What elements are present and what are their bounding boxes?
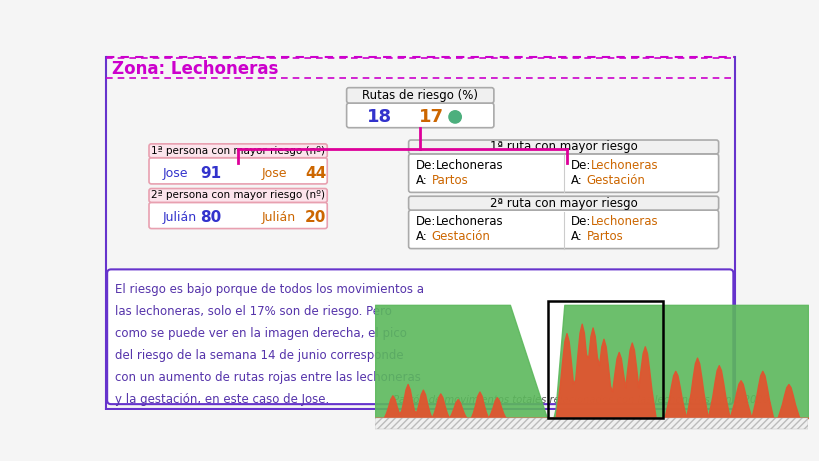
Text: Partos: Partos	[586, 230, 623, 243]
Text: Gestación: Gestación	[586, 173, 645, 187]
Circle shape	[448, 111, 461, 123]
FancyBboxPatch shape	[149, 158, 327, 184]
Text: A:: A:	[571, 173, 582, 187]
Text: Partos: Partos	[432, 173, 468, 187]
FancyBboxPatch shape	[408, 210, 717, 248]
Text: 20: 20	[305, 210, 326, 225]
FancyBboxPatch shape	[149, 144, 327, 158]
FancyBboxPatch shape	[107, 269, 732, 404]
Text: Lechoneras: Lechoneras	[590, 215, 658, 228]
Bar	[548, 301, 662, 418]
Text: Julián: Julián	[163, 211, 197, 225]
Text: Patrón de movimientos totales relacionados con las lechoneras. Junio 2020.: Patrón de movimientos totales relacionad…	[392, 394, 771, 405]
Text: El riesgo es bajo porque de todos los movimientos a
las lechoneras, solo el 17% : El riesgo es bajo porque de todos los mo…	[115, 283, 423, 406]
Text: A:: A:	[416, 173, 428, 187]
Text: Lechoneras: Lechoneras	[435, 215, 503, 228]
Text: 2ª ruta con mayor riesgo: 2ª ruta con mayor riesgo	[489, 197, 636, 210]
FancyBboxPatch shape	[346, 88, 493, 103]
Text: Rutas de riesgo (%): Rutas de riesgo (%)	[362, 89, 477, 102]
Text: Gestación: Gestación	[432, 230, 490, 243]
Text: De:: De:	[571, 215, 591, 228]
Text: Julián: Julián	[261, 211, 295, 225]
Text: Lechoneras: Lechoneras	[590, 159, 658, 172]
Text: 17: 17	[419, 108, 444, 126]
Text: 1ª persona con mayor riesgo (nº): 1ª persona con mayor riesgo (nº)	[151, 146, 324, 156]
Text: 2ª persona con mayor riesgo (nº): 2ª persona con mayor riesgo (nº)	[151, 190, 324, 201]
Text: A:: A:	[416, 230, 428, 243]
Text: Jose: Jose	[163, 166, 188, 180]
Text: De:: De:	[571, 159, 591, 172]
Text: Jose: Jose	[261, 166, 287, 180]
Text: 44: 44	[305, 165, 326, 181]
FancyBboxPatch shape	[149, 189, 327, 202]
Text: De:: De:	[416, 215, 437, 228]
FancyBboxPatch shape	[408, 154, 717, 192]
Text: 80: 80	[200, 210, 221, 225]
Text: Zona: Lechoneras: Zona: Lechoneras	[111, 60, 278, 78]
Text: Lechoneras: Lechoneras	[435, 159, 503, 172]
FancyBboxPatch shape	[346, 103, 493, 128]
Text: 1ª ruta con mayor riesgo: 1ª ruta con mayor riesgo	[489, 141, 636, 154]
Text: De:: De:	[416, 159, 437, 172]
FancyBboxPatch shape	[149, 202, 327, 229]
Text: 18: 18	[366, 108, 391, 126]
Text: A:: A:	[571, 230, 582, 243]
FancyBboxPatch shape	[408, 196, 717, 210]
FancyBboxPatch shape	[408, 140, 717, 154]
Text: 91: 91	[200, 165, 221, 181]
